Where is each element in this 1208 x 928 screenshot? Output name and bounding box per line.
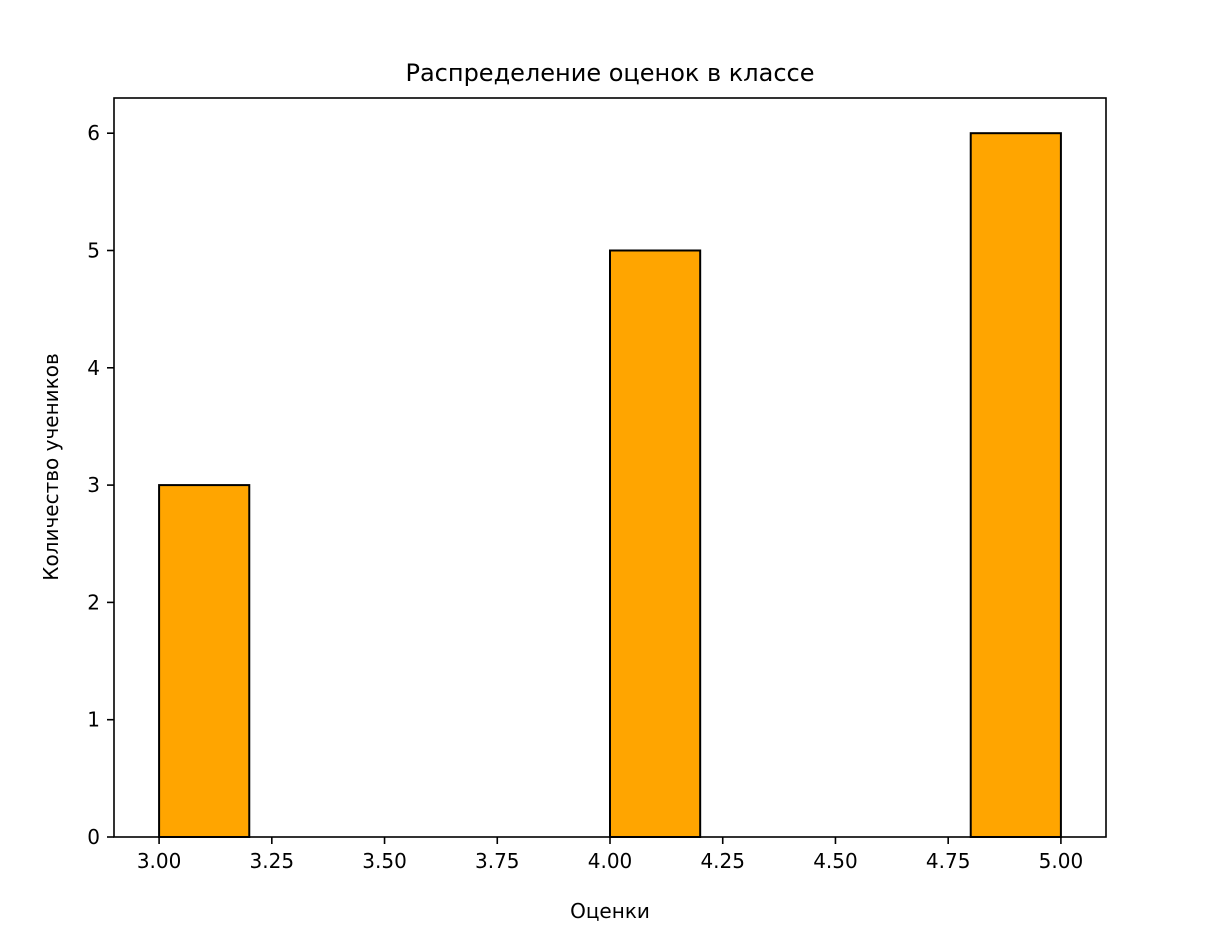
- x-tick-label: 3.25: [250, 849, 295, 873]
- y-tick-label: 2: [87, 590, 100, 614]
- x-tick-label: 4.25: [700, 849, 745, 873]
- y-tick-label: 5: [87, 238, 100, 262]
- x-tick-label: 3.75: [475, 849, 520, 873]
- x-tick-label: 4.50: [813, 849, 858, 873]
- x-axis-label: Оценки: [570, 899, 650, 923]
- y-tick-label: 3: [87, 473, 100, 497]
- histogram-bar: [158, 484, 251, 838]
- y-tick-label: 0: [87, 825, 100, 849]
- ticks-group: 3.00 3.25 3.50 3.75 4.00 4.25 4.50 4.75 5.00 0 1 2 3…: [87, 121, 1083, 873]
- histogram-bar: [969, 132, 1062, 838]
- histogram-bar: [609, 249, 702, 838]
- y-tick-label: 4: [87, 356, 100, 380]
- bars-group: [158, 132, 1062, 838]
- x-tick-label: 4.00: [588, 849, 633, 873]
- y-tick-label: 6: [87, 121, 100, 145]
- y-tick-label: 1: [87, 708, 100, 732]
- x-tick-label: 3.50: [362, 849, 407, 873]
- chart-title: Распределение оценок в классе: [406, 59, 815, 87]
- y-axis-label: Количество учеников: [39, 353, 63, 581]
- plot-frame: [113, 97, 1107, 838]
- x-tick-label: 3.00: [137, 849, 182, 873]
- x-tick-label: 4.75: [926, 849, 971, 873]
- x-tick-label: 5.00: [1039, 849, 1084, 873]
